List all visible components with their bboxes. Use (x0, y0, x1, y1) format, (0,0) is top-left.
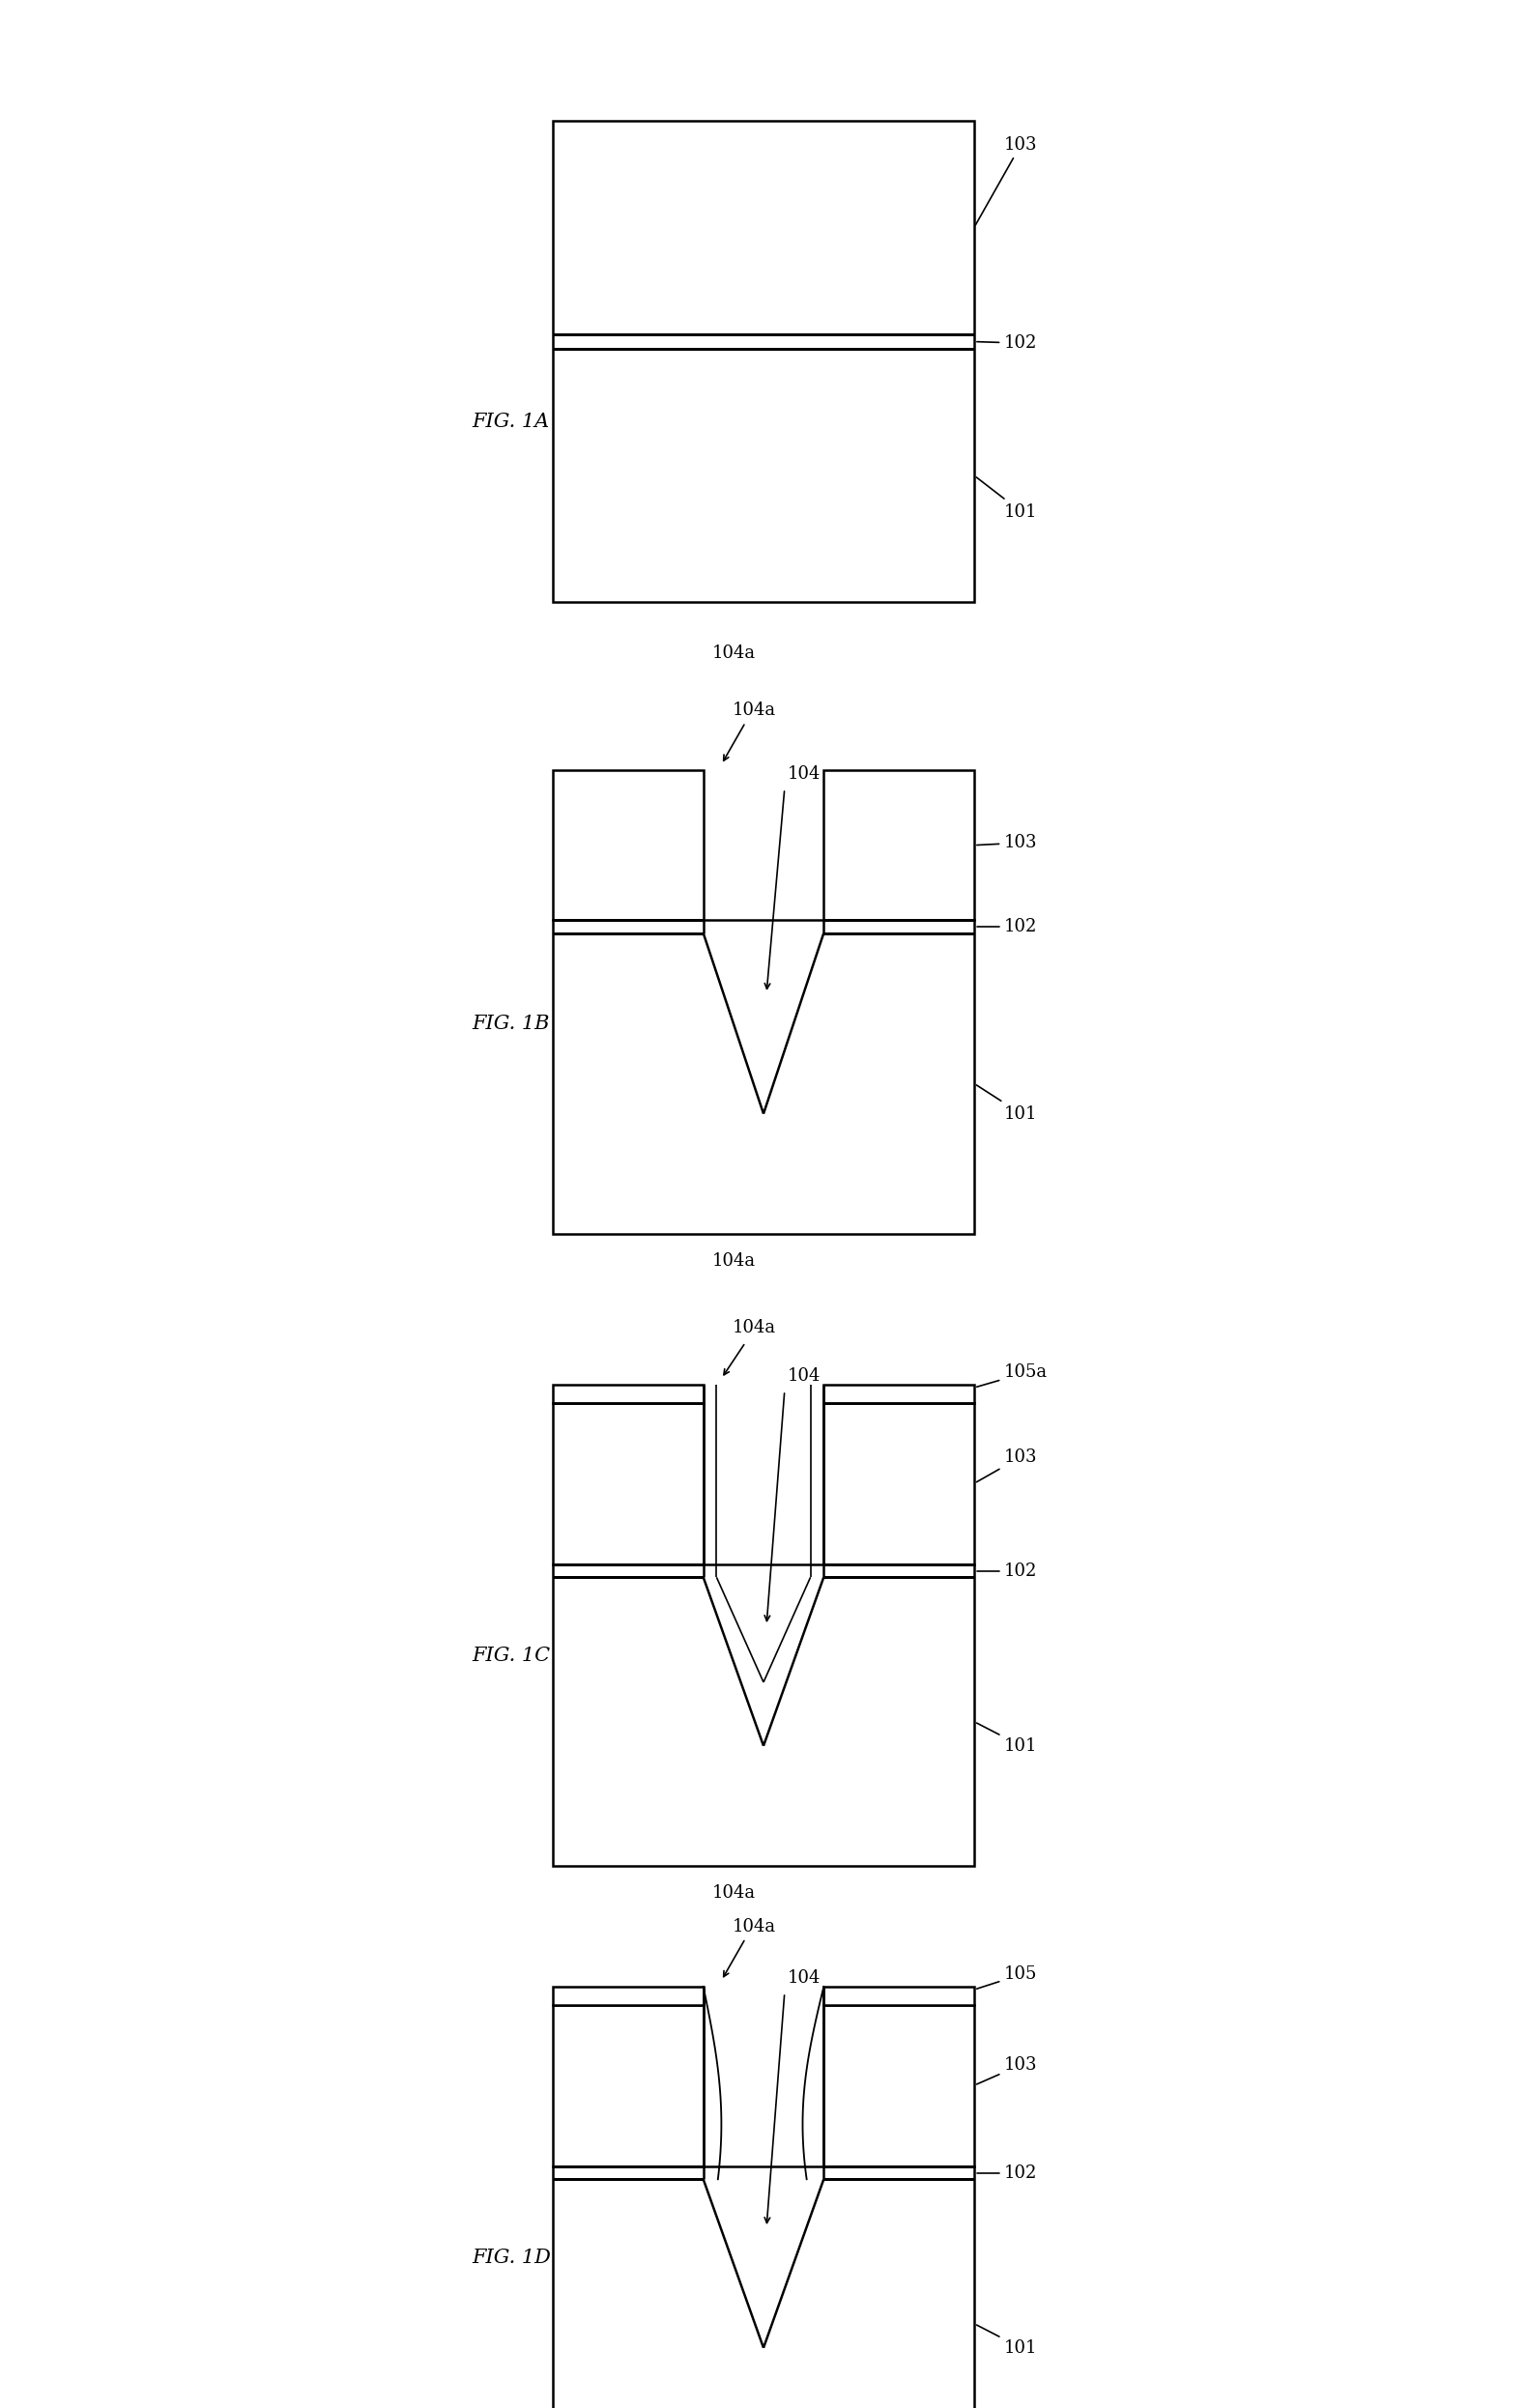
Text: 104a: 104a (712, 1252, 756, 1269)
Text: 104a: 104a (712, 1883, 756, 1902)
Text: FIG. 1D: FIG. 1D (472, 2249, 551, 2266)
Bar (553, 2167, 974, 2408)
Text: 104: 104 (788, 766, 822, 783)
Text: 102: 102 (977, 1563, 1037, 1580)
Text: 102: 102 (977, 2165, 1037, 2182)
Text: FIG. 1B: FIG. 1B (472, 1014, 550, 1033)
Text: 103: 103 (977, 2056, 1038, 2085)
Bar (553, 1987, 704, 2003)
Text: 101: 101 (976, 477, 1038, 520)
Bar (823, 771, 974, 920)
Text: 104a: 104a (712, 643, 756, 662)
Text: 101: 101 (976, 1086, 1038, 1122)
Text: 103: 103 (977, 1447, 1038, 1481)
Bar (823, 1401, 974, 1565)
Text: 102: 102 (977, 917, 1037, 937)
Text: 105a: 105a (977, 1363, 1048, 1387)
Text: 101: 101 (977, 1724, 1038, 1755)
Text: 104a: 104a (733, 1320, 776, 1336)
Text: 104a: 104a (733, 1919, 776, 1936)
Bar (553, 2003, 704, 2167)
Bar (823, 2003, 974, 2167)
Text: 104a: 104a (733, 703, 776, 720)
Bar (823, 1987, 974, 2003)
Bar (553, 771, 704, 920)
Bar (823, 1385, 974, 1401)
Text: FIG. 1C: FIG. 1C (472, 1647, 550, 1664)
Bar (553, 1401, 704, 1565)
Text: 103: 103 (977, 833, 1038, 852)
Bar (553, 1565, 974, 1866)
Text: 105: 105 (977, 1965, 1037, 1989)
Bar (553, 920, 974, 1233)
Bar (553, 120, 974, 602)
Text: 102: 102 (977, 335, 1037, 352)
Text: 104: 104 (788, 1970, 822, 1987)
Text: 104: 104 (788, 1368, 822, 1385)
Bar (553, 1385, 704, 1401)
Text: 103: 103 (976, 135, 1038, 224)
Text: 101: 101 (977, 2326, 1038, 2357)
Text: FIG. 1A: FIG. 1A (472, 412, 550, 431)
